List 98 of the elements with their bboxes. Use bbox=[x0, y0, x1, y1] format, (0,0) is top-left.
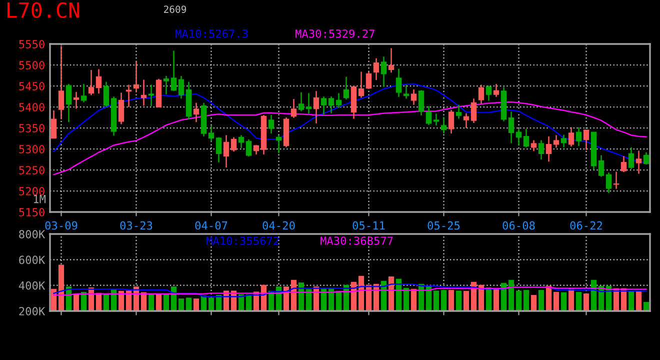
y-tick-label: 5550 bbox=[19, 40, 44, 48]
candlestick bbox=[380, 56, 387, 88]
y-tick-label: 5300 bbox=[19, 145, 44, 154]
candlestick bbox=[568, 126, 574, 148]
candlestick bbox=[366, 71, 372, 90]
candlestick bbox=[373, 58, 380, 81]
candlestick bbox=[223, 134, 230, 168]
text: MA30:5329.27 bbox=[295, 29, 374, 38]
candlestick bbox=[126, 84, 132, 108]
candlestick bbox=[268, 114, 274, 134]
y-tick-label: 800K bbox=[19, 230, 46, 238]
y-tick-label: 5150 bbox=[19, 208, 44, 216]
candlestick bbox=[508, 110, 514, 144]
candlestick bbox=[418, 90, 424, 116]
candlestick bbox=[103, 81, 110, 108]
candlestick bbox=[523, 128, 530, 148]
candlestick bbox=[230, 136, 237, 152]
text: MA10:355672 bbox=[206, 236, 279, 245]
candlestick bbox=[538, 140, 544, 160]
candlestick bbox=[148, 84, 154, 107]
y-tick-label: 400K bbox=[18, 281, 46, 290]
x-tick-label: 03-09 bbox=[45, 221, 78, 230]
candlestick bbox=[358, 71, 364, 98]
candlestick bbox=[388, 48, 394, 74]
candlestick bbox=[178, 75, 184, 100]
candlestick bbox=[66, 83, 72, 123]
candlestick bbox=[96, 68, 102, 94]
x-tick-label: 06-08 bbox=[502, 221, 535, 230]
text: 2609 bbox=[164, 6, 186, 13]
candlestick bbox=[313, 90, 320, 124]
candlestick bbox=[426, 106, 432, 126]
candlestick bbox=[80, 83, 87, 104]
candlestick bbox=[193, 102, 200, 123]
line-series bbox=[53, 284, 647, 298]
candlestick bbox=[208, 124, 214, 142]
candlestick bbox=[410, 88, 417, 106]
text: 1M bbox=[34, 194, 46, 204]
candlestick bbox=[253, 144, 260, 156]
text: MA10:5267.3 bbox=[175, 29, 248, 38]
y-tick-label: 5500 bbox=[19, 61, 44, 70]
candlestick bbox=[493, 83, 500, 98]
y-tick-label: 5400 bbox=[19, 103, 44, 112]
candlestick bbox=[530, 140, 537, 152]
candlestick bbox=[628, 146, 634, 170]
candlestick bbox=[163, 75, 170, 96]
y-tick-label: 5450 bbox=[19, 82, 44, 90]
candlestick bbox=[320, 96, 327, 116]
candlestick bbox=[133, 61, 140, 93]
candlestick bbox=[238, 134, 244, 149]
candlestick bbox=[246, 138, 252, 158]
candlestick bbox=[636, 150, 642, 174]
candlestick bbox=[336, 92, 342, 108]
candlestick bbox=[516, 128, 522, 146]
text: MA30:368577 bbox=[320, 236, 393, 245]
candlestick bbox=[73, 91, 80, 110]
candlestick bbox=[463, 112, 470, 129]
x-tick-label: 04-20 bbox=[262, 221, 295, 230]
candlestick bbox=[598, 154, 604, 178]
candlestick bbox=[118, 92, 124, 125]
y-tick-label: 5200 bbox=[19, 187, 44, 196]
candlestick bbox=[440, 116, 447, 134]
candlestick bbox=[470, 98, 477, 124]
y-tick-label: 600K bbox=[19, 256, 46, 264]
candlestick bbox=[396, 68, 402, 98]
y-tick-label: 5250 bbox=[19, 166, 44, 174]
candlestick bbox=[478, 84, 484, 104]
x-tick-label: 05-25 bbox=[428, 221, 460, 230]
candlestick bbox=[643, 152, 650, 166]
candlestick bbox=[276, 134, 282, 154]
candlestick bbox=[328, 96, 334, 114]
candlestick bbox=[290, 98, 297, 119]
candlestick bbox=[620, 156, 627, 173]
y-tick-label: 5350 bbox=[19, 124, 44, 132]
x-tick-label: 06-22 bbox=[570, 221, 602, 230]
candlestick bbox=[583, 129, 590, 150]
candlestick bbox=[560, 134, 567, 148]
x-tick-label: 05-11 bbox=[352, 221, 385, 230]
candlestick bbox=[216, 136, 222, 164]
candlestick bbox=[88, 69, 94, 96]
candlestick bbox=[298, 92, 304, 112]
y-tick-label: 200K bbox=[19, 307, 46, 316]
candlestick bbox=[606, 172, 612, 194]
x-tick-label: 03-23 bbox=[120, 221, 152, 230]
candlestick bbox=[486, 84, 492, 102]
candlestick bbox=[306, 92, 312, 114]
candlestick bbox=[170, 50, 177, 92]
candlestick bbox=[448, 109, 454, 134]
candlestick bbox=[403, 84, 410, 100]
candlestick bbox=[456, 104, 462, 120]
x-tick-label: 04-07 bbox=[195, 221, 228, 230]
line-series bbox=[53, 286, 647, 296]
candlestick bbox=[576, 126, 582, 147]
chart-title: L70.CN bbox=[7, 2, 80, 18]
candlestick bbox=[433, 113, 440, 126]
candlestick bbox=[553, 134, 560, 148]
candlestick bbox=[50, 110, 57, 139]
candlestick bbox=[343, 76, 350, 100]
candlestick bbox=[546, 136, 552, 162]
